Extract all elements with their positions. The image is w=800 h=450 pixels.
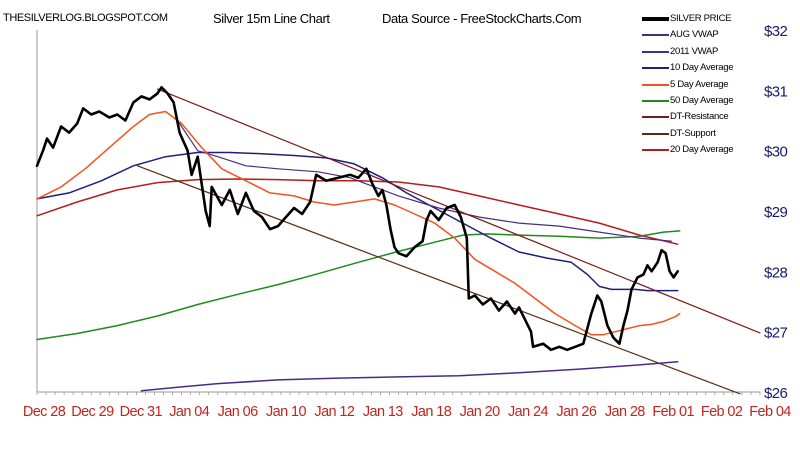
legend-label: 10 Day Average (670, 62, 734, 74)
x-tick-label: Dec 28 (23, 404, 66, 420)
y-tick-label: $32 (764, 23, 787, 40)
legend-item-dt_support: DT-Support (640, 127, 760, 143)
x-tick-label: Jan 28 (605, 404, 645, 420)
y-tick-label: $27 (764, 325, 787, 342)
chart-labels: $26 $27 $28 $29 $30 $31 $32 Dec 28 Dec 29 Dec 31 J… (23, 23, 792, 420)
x-tick-label: Jan 13 (363, 404, 403, 420)
legend-item-price: SILVER PRICE (640, 12, 760, 28)
chart-series (35, 86, 761, 395)
x-tick-label: Feb 04 (749, 404, 791, 420)
x-tick-label: Feb 01 (652, 404, 694, 420)
x-tick-label: Jan 12 (314, 404, 354, 420)
legend-swatch (642, 50, 669, 53)
x-tick-label: Jan 18 (411, 404, 451, 420)
legend-item-vwap_2011: 2011 VWAP (640, 45, 760, 61)
legend-label: 20 Day Average (670, 144, 734, 156)
x-tick-label: Dec 31 (120, 404, 163, 420)
y-tick-label: $28 (764, 264, 787, 281)
series-line-ma5 (36, 110, 681, 336)
legend-swatch (642, 67, 669, 70)
x-tick-label: Jan 06 (218, 404, 258, 420)
chart-title: Silver 15m Line Chart (213, 11, 330, 26)
legend-label: 2011 VWAP (670, 45, 718, 57)
chart-legend: SILVER PRICE AUG VWAP 2011 VWAP 10 Day Aver… (640, 12, 760, 160)
y-tick-label: $26 (764, 385, 787, 402)
legend-item-dt_resistance: DT-Resistance (640, 110, 760, 126)
series-line-dt_support (136, 165, 741, 395)
legend-item-aug_vwap: AUG VWAP (640, 28, 760, 44)
legend-swatch (642, 149, 669, 152)
x-tick-label: Jan 10 (266, 404, 306, 420)
x-tick-label: Jan 04 (169, 404, 209, 420)
legend-swatch (642, 34, 669, 37)
series-line-vwap_2011 (140, 361, 679, 392)
x-tick-label: Jan 24 (508, 404, 548, 420)
site-name: THESILVERLOG.BLOGSPOT.COM (3, 12, 168, 24)
series-line-price (35, 86, 679, 352)
y-tick-label: $30 (764, 144, 787, 161)
legend-item-ma10: 10 Day Average (640, 61, 760, 77)
legend-label: 50 Day Average (670, 94, 734, 106)
x-tick-label: Dec 29 (71, 404, 114, 420)
legend-label: DT-Resistance (670, 111, 729, 123)
chart-axes (36, 30, 761, 395)
legend-item-ma50: 50 Day Average (640, 94, 760, 110)
series-line-ma10 (36, 151, 679, 292)
legend-swatch (642, 132, 669, 135)
legend-swatch (642, 17, 669, 21)
series-line-ma20 (36, 178, 679, 245)
data-source: Data Source - FreeStockCharts.Com (382, 11, 582, 26)
legend-swatch (642, 116, 669, 119)
legend-swatch (642, 83, 669, 86)
x-tick-label: Jan 26 (556, 404, 596, 420)
y-tick-label: $29 (764, 204, 787, 221)
legend-item-ma20: 20 Day Average (640, 143, 760, 159)
chart-header: THESILVERLOG.BLOGSPOT.COM Silver 15m Lin… (0, 0, 800, 30)
y-tick-label: $31 (764, 83, 787, 100)
legend-label: DT-Support (670, 127, 716, 139)
series-line-ma50 (36, 230, 681, 341)
x-tick-label: Feb 02 (701, 404, 743, 420)
legend-swatch (642, 99, 669, 102)
legend-label: SILVER PRICE (670, 13, 732, 24)
legend-label: 5 Day Average (670, 78, 729, 90)
legend-label: AUG VWAP (670, 29, 719, 41)
legend-item-ma5: 5 Day Average (640, 78, 760, 94)
x-tick-label: Jan 20 (460, 404, 500, 420)
